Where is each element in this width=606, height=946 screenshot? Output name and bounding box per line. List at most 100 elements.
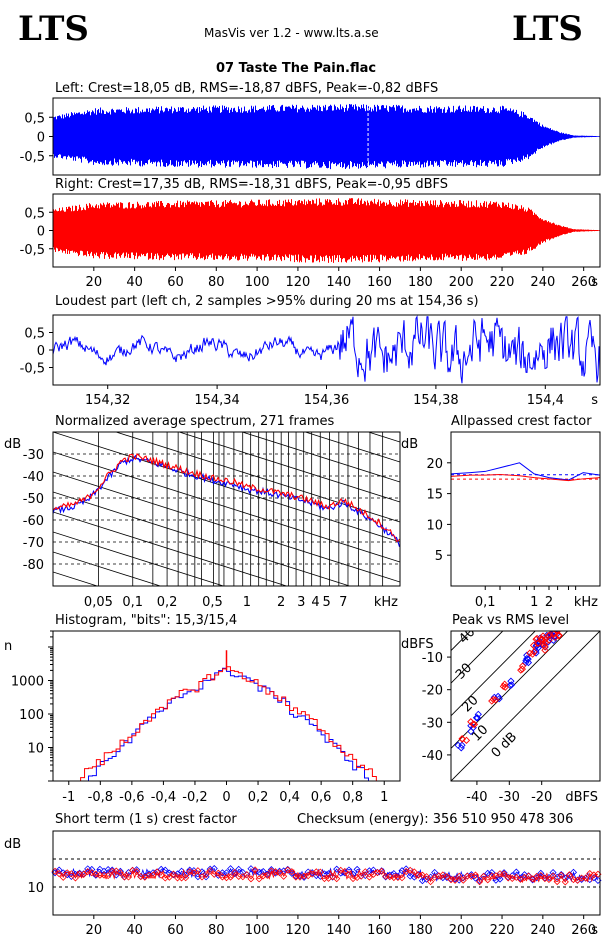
right-x-tick-label: 180 (408, 275, 433, 290)
short-term-point (243, 871, 251, 879)
short-term-point (329, 872, 337, 881)
spectrum-slope-line (367, 432, 400, 443)
peak-rms-crest-label: 40 (456, 625, 478, 647)
peak-rms-point (462, 736, 471, 744)
short-term-point (451, 875, 459, 883)
right-x-tick-label: 200 (449, 275, 474, 290)
right-x-tick-label: 260 (571, 275, 596, 290)
short-term-point (545, 875, 553, 884)
spectrum-slope-line (53, 451, 400, 563)
short-term-point (71, 874, 80, 882)
spectrum-y-tick-label: -80 (23, 558, 44, 573)
spectrum-slope-line (177, 432, 400, 503)
loudest-x-tick-label: 154,36 (304, 393, 350, 408)
short-term-point (565, 871, 573, 879)
short-term-point (353, 865, 361, 873)
spectrum-y-tick-label: -30 (23, 448, 44, 463)
short-term-x-tick-label: 260 (571, 923, 596, 938)
spectrum-slope-line (304, 432, 400, 463)
short-term-point (222, 869, 231, 877)
short-term-point (476, 876, 484, 885)
right-wave-path (53, 198, 600, 263)
allpass-x-tick-label: 2 (545, 595, 553, 610)
loudest-x-unit: s (591, 393, 598, 408)
peak-rms-point (507, 681, 516, 689)
loudest-x-tick-label: 154,38 (413, 393, 459, 408)
short-term-point (316, 868, 324, 876)
peak-rms-point (555, 631, 563, 639)
spectrum-label: Normalized average spectrum, 271 frames (55, 414, 335, 429)
right-x-tick-label: 100 (245, 275, 270, 290)
short-term-point (267, 867, 275, 875)
short-term-point (369, 866, 378, 874)
short-term-point (100, 871, 108, 879)
short-term-point (255, 875, 263, 883)
peak-rms-point (507, 677, 515, 685)
short-term-point (288, 868, 296, 876)
allpass-y-tick-label: 20 (426, 457, 443, 472)
loudest-y-tick-label: 0,5 (24, 327, 45, 342)
short-term-x-tick-label: 60 (167, 923, 184, 938)
short-term-point (202, 870, 210, 879)
short-term-point (451, 876, 459, 884)
peak-rms-point (491, 696, 500, 704)
right-y-tick-label: 0,5 (24, 206, 45, 221)
right-y-tick-label: -0,5 (20, 243, 45, 258)
short-term-point (357, 872, 365, 880)
loudest-x-tick-label: 154,4 (527, 393, 564, 408)
short-term-point (443, 872, 451, 881)
peak-rms-point (469, 720, 477, 728)
right-x-tick-label: 80 (208, 275, 225, 290)
right-x-tick-label: 120 (286, 275, 311, 290)
short-term-point (553, 877, 561, 886)
allpass-y-tick-label: 5 (435, 549, 443, 564)
short-term-point (512, 868, 520, 876)
short-term-point (582, 874, 590, 882)
short-term-point (471, 871, 480, 879)
spectrum-y-tick-label: -60 (23, 514, 44, 529)
histogram-x-tick-label: 1 (380, 790, 388, 805)
short-term-point (284, 865, 292, 873)
short-term-point (435, 872, 443, 880)
short-term-point (398, 874, 406, 882)
short-term-point (296, 873, 304, 881)
app-title: MasVis ver 1.2 - www.lts.a.se (204, 26, 379, 40)
short-term-point (129, 866, 137, 874)
short-term-point (561, 878, 569, 886)
peak-rms-point (467, 727, 475, 736)
peak-rms-point (495, 695, 503, 703)
allpass-x-tick-label: 1 (530, 595, 538, 610)
histogram-y-tick-label: 10 (27, 741, 44, 756)
short-term-point (427, 878, 435, 886)
right-x-tick-label: 220 (490, 275, 515, 290)
right-x-tick-label: 60 (167, 275, 184, 290)
short-term-point (324, 870, 333, 878)
file-name: 07 Taste The Pain.flac (216, 61, 377, 76)
short-term-point (337, 866, 345, 874)
histogram-x-tick-label: 0,6 (311, 790, 332, 805)
histogram-x-tick-label: -1 (62, 790, 75, 805)
peak-rms-point (541, 646, 549, 654)
left-y-tick-label: 0 (37, 131, 45, 146)
short-term-point (500, 870, 508, 878)
short-term-point (59, 873, 67, 881)
spectrum-x-tick-label: 0,5 (202, 595, 223, 610)
peak-rms-point (529, 650, 537, 658)
right-x-tick-label: 240 (530, 275, 555, 290)
peak-rms-y-unit: dBFS (401, 637, 434, 652)
peak-rms-crest-line (451, 631, 536, 717)
short-term-point (124, 873, 133, 881)
loudest-frame (52, 314, 601, 386)
short-term-point (386, 873, 394, 881)
spectrum-y-tick-label: -40 (23, 470, 44, 485)
lts-logo-left: LTS (18, 9, 89, 49)
histogram-series-line (60, 666, 393, 782)
short-term-x-tick-label: 140 (326, 923, 351, 938)
allpass-y-tick-label: 15 (426, 488, 443, 503)
spectrum-slope-line (53, 632, 400, 742)
spectrum-y-tick-label: -50 (23, 492, 44, 507)
short-term-point (165, 873, 173, 881)
short-term-point (520, 873, 529, 881)
